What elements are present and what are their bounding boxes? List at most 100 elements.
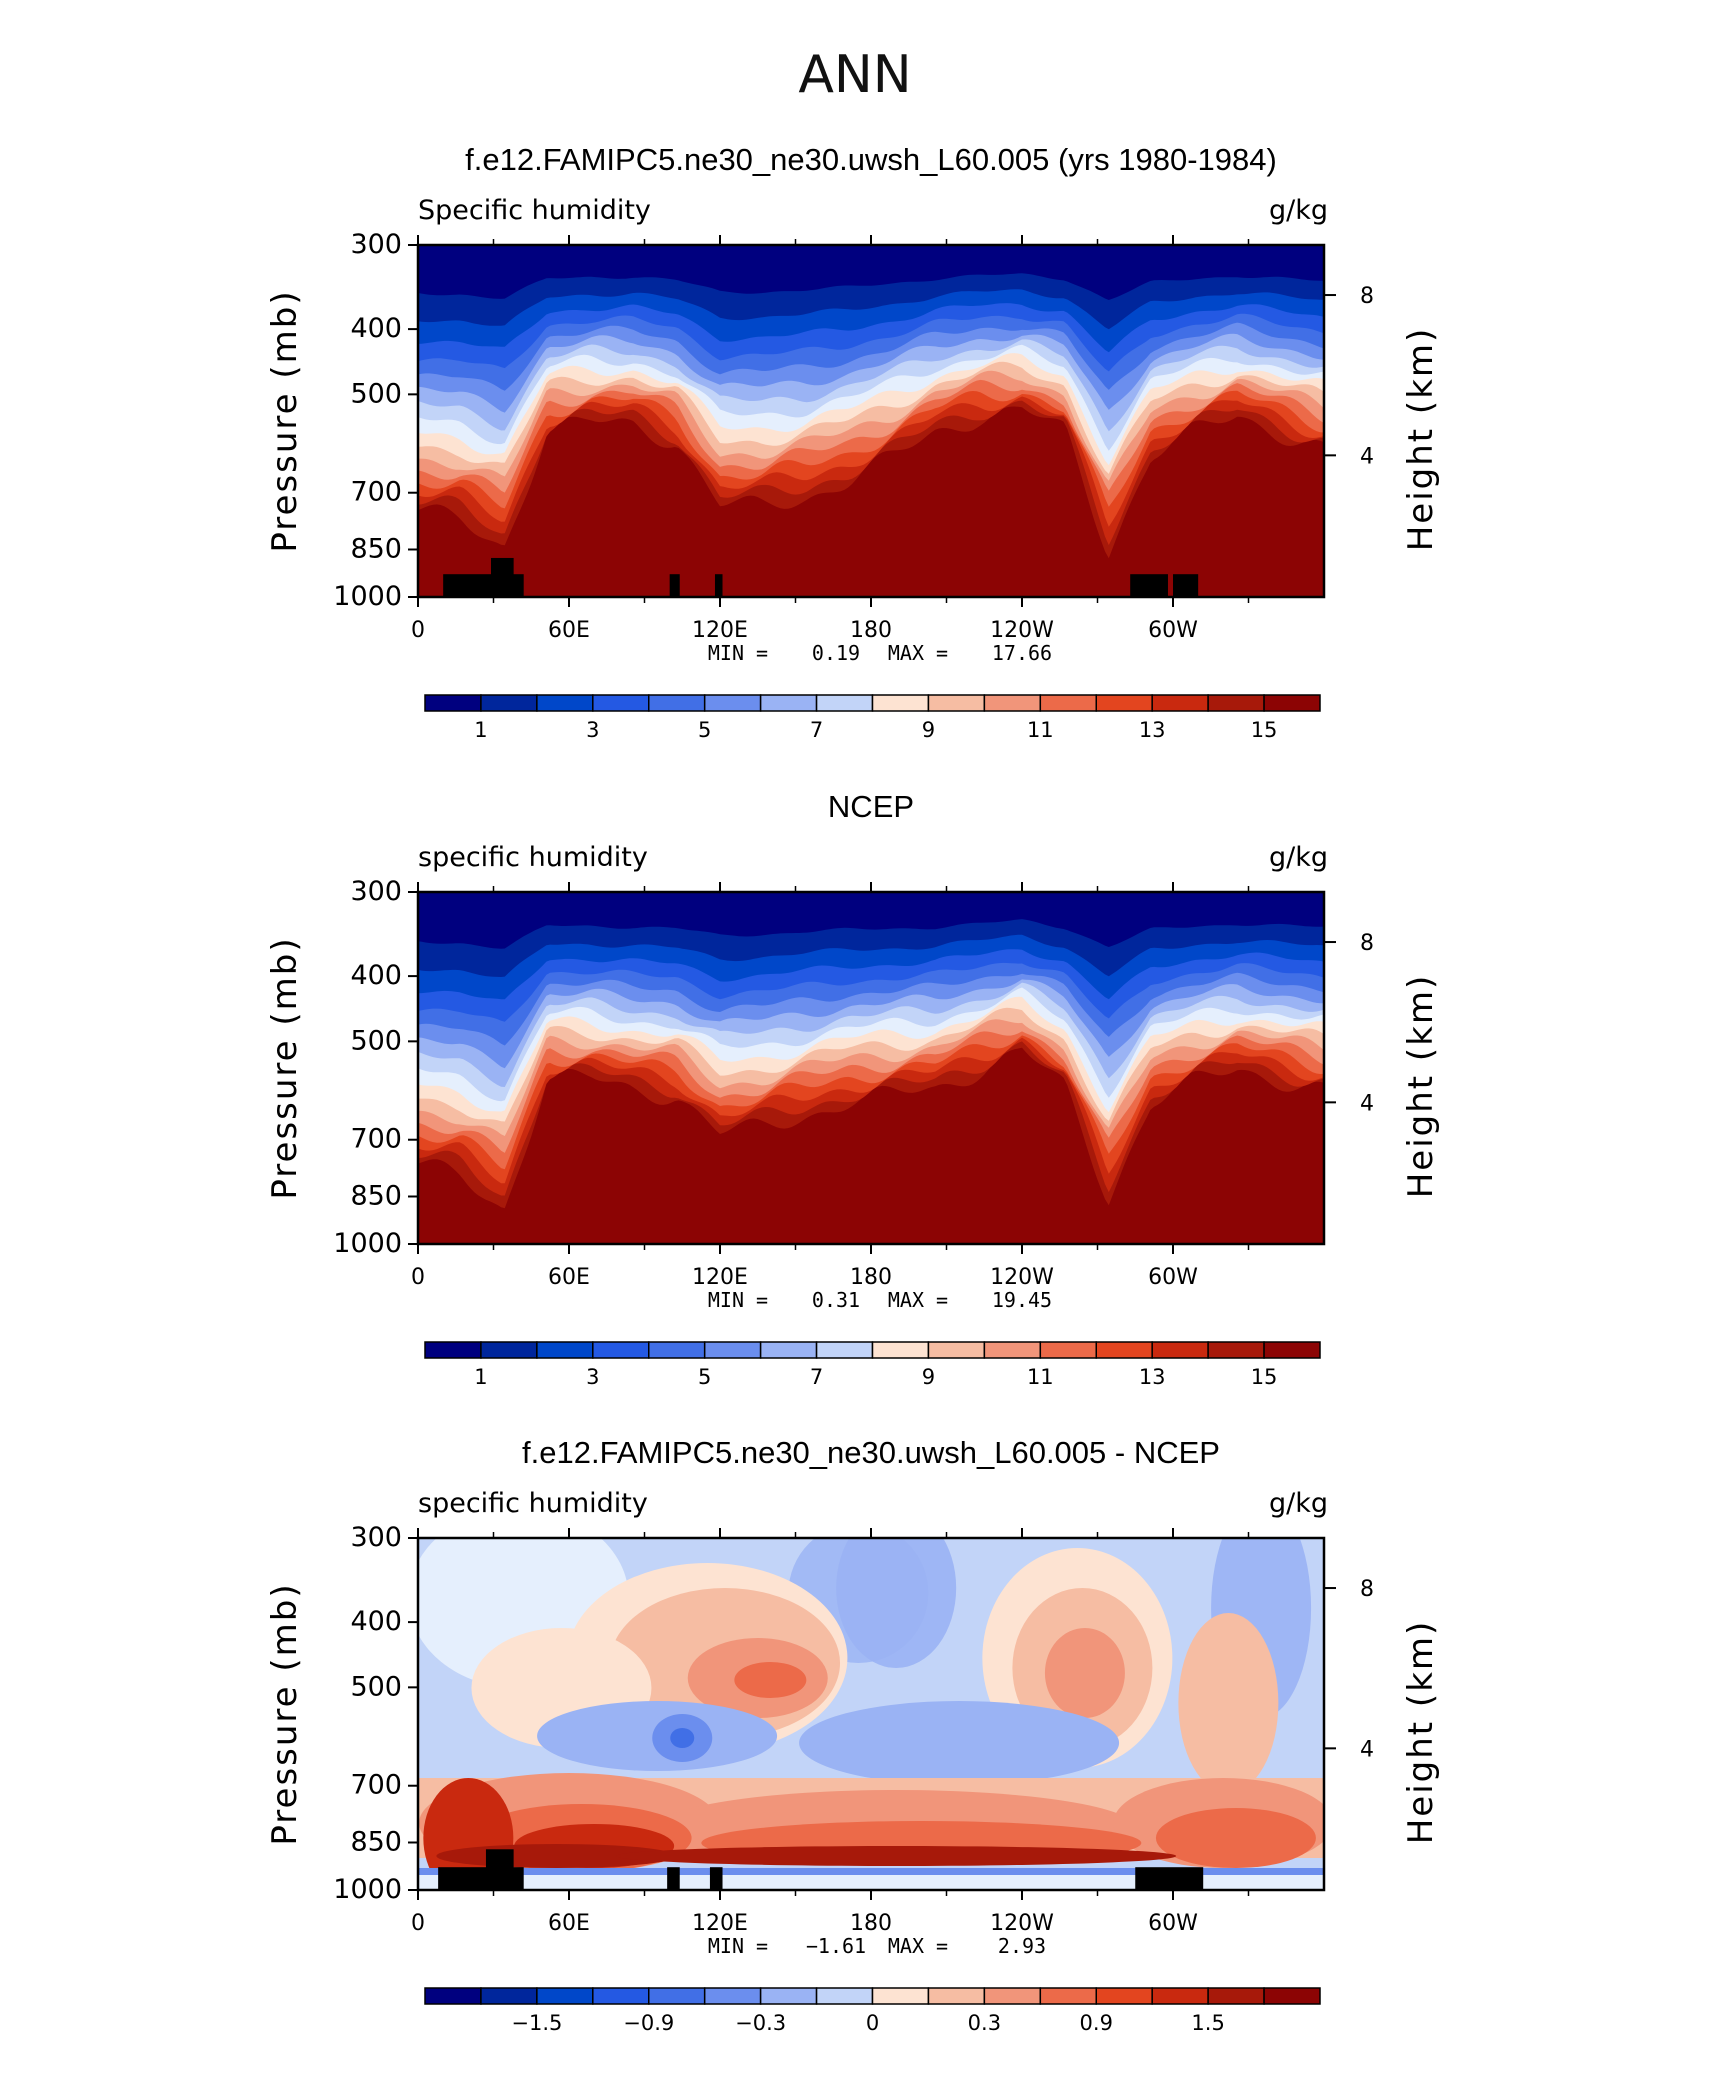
colorbar-swatch [1207,1341,1265,1359]
colorbar-swatch [1095,1987,1153,2005]
topography-mask [714,574,723,597]
colorbar-swatch [1263,1987,1321,2005]
variable-label: specific humidity [418,842,648,873]
colorbar-swatch [927,1987,986,2005]
topography-mask [490,557,514,597]
variable-label: Specific humidity [418,195,651,226]
y-axis-title: Pressure (mb) [265,289,305,552]
x-tick-label: 0 [411,1911,425,1936]
colorbar-swatch [536,694,594,712]
y-tick-label: 1000 [333,581,402,612]
colorbar-label: 15 [1251,1365,1278,1389]
colorbar-swatch [703,1987,762,2005]
y2-tick-label: 8 [1360,284,1374,309]
y-axis-title: Pressure (mb) [265,1582,305,1845]
x-tick-label: 120E [692,1911,748,1936]
y2-tick-label: 4 [1360,1737,1374,1762]
colorbar-label: −0.3 [735,2011,786,2035]
min-max-readout: MIN = 0.19 MAX = 17.66 [708,641,1052,665]
colorbar-swatch [703,694,762,712]
svg-text:0.31: 0.31 [812,1288,860,1312]
colorbar-label: 1 [474,718,487,742]
colorbar-swatch [536,1987,594,2005]
topography-mask [1173,574,1199,597]
svg-text:MAX =: MAX = [888,1934,948,1958]
colorbar: 1 3 5 7 9 11 13 15 [424,694,1321,742]
colorbar-swatch [592,1987,650,2005]
y-tick-label: 400 [350,313,402,344]
colorbar-swatch [1151,1341,1209,1359]
svg-text:MAX =: MAX = [888,1288,948,1312]
y-tick-label: 700 [350,1124,402,1155]
colorbar-label: −1.5 [511,2011,562,2035]
colorbar-label: 1.5 [1191,2011,1224,2035]
x-tick-label: 60E [548,618,590,643]
svg-text:MIN =: MIN = [708,1288,768,1312]
colorbar-label: 0.3 [968,2011,1001,2035]
topography-mask [709,1867,723,1890]
colorbar-swatch [1207,1987,1265,2005]
y-tick-label: 500 [350,1025,402,1056]
contour-field [418,892,1324,1244]
y-tick-label: 1000 [333,1228,402,1259]
contour-field [418,1538,1324,1890]
colorbar-swatch [927,694,986,712]
y-tick-label: 850 [350,1180,402,1211]
colorbar-swatch [1151,1987,1209,2005]
y2-axis-title: Height (km) [1401,1620,1441,1845]
colorbar-swatch [648,694,706,712]
colorbar-swatch [759,1987,818,2005]
y2-tick-label: 8 [1360,931,1374,956]
colorbar-label: 11 [1027,718,1054,742]
colorbar-swatch [983,1341,1042,1359]
colorbar-swatch [759,1341,818,1359]
colorbar-swatch [703,1341,762,1359]
panel-title: NCEP [828,789,914,824]
colorbar-label: 7 [810,1365,823,1389]
colorbar-swatch [592,694,650,712]
x-tick-label: 180 [850,1911,892,1936]
y-tick-label: 1000 [333,1874,402,1905]
colorbar-swatch [480,1987,538,2005]
colorbar-label: 0 [866,2011,879,2035]
svg-text:2.93: 2.93 [998,1934,1046,1958]
colorbar-swatch [983,694,1042,712]
colorbar-swatch [815,1987,874,2005]
x-tick-label: 0 [411,1265,425,1290]
y-tick-label: 850 [350,1826,402,1857]
y-axis-title: Pressure (mb) [265,936,305,1199]
topography-mask [1135,1867,1204,1890]
colorbar-swatch [480,1341,538,1359]
units-label: g/kg [1269,195,1328,226]
y-tick-label: 400 [350,960,402,991]
colorbar-swatch [536,1341,594,1359]
colorbar-swatch [759,694,818,712]
panel-title: f.e12.FAMIPC5.ne30_ne30.uwsh_L60.005 - N… [522,1435,1220,1470]
x-tick-label: 60W [1148,618,1198,643]
y-tick-label: 300 [350,876,402,907]
x-tick-label: 120E [692,1265,748,1290]
x-tick-label: 120W [990,618,1054,643]
y2-axis-title: Height (km) [1401,974,1441,1199]
colorbar-swatch [1263,1341,1321,1359]
colorbar-swatch [927,1341,986,1359]
colorbar-swatch [1207,694,1265,712]
contour-field [418,245,1324,597]
y-tick-label: 700 [350,477,402,508]
colorbar-label: 15 [1251,718,1278,742]
topography-mask [667,1867,680,1890]
colorbar-label: 7 [810,718,823,742]
x-tick-label: 60E [548,1265,590,1290]
x-tick-label: 180 [850,1265,892,1290]
colorbar-swatch [592,1341,650,1359]
svg-text:MIN =: MIN = [708,641,768,665]
colorbar-swatch [424,1987,482,2005]
colorbar-swatch [871,1341,930,1359]
colorbar-label: 3 [586,718,599,742]
y2-tick-label: 8 [1360,1577,1374,1602]
y-tick-label: 300 [350,229,402,260]
svg-text:19.45: 19.45 [992,1288,1052,1312]
x-tick-label: 60W [1148,1265,1198,1290]
